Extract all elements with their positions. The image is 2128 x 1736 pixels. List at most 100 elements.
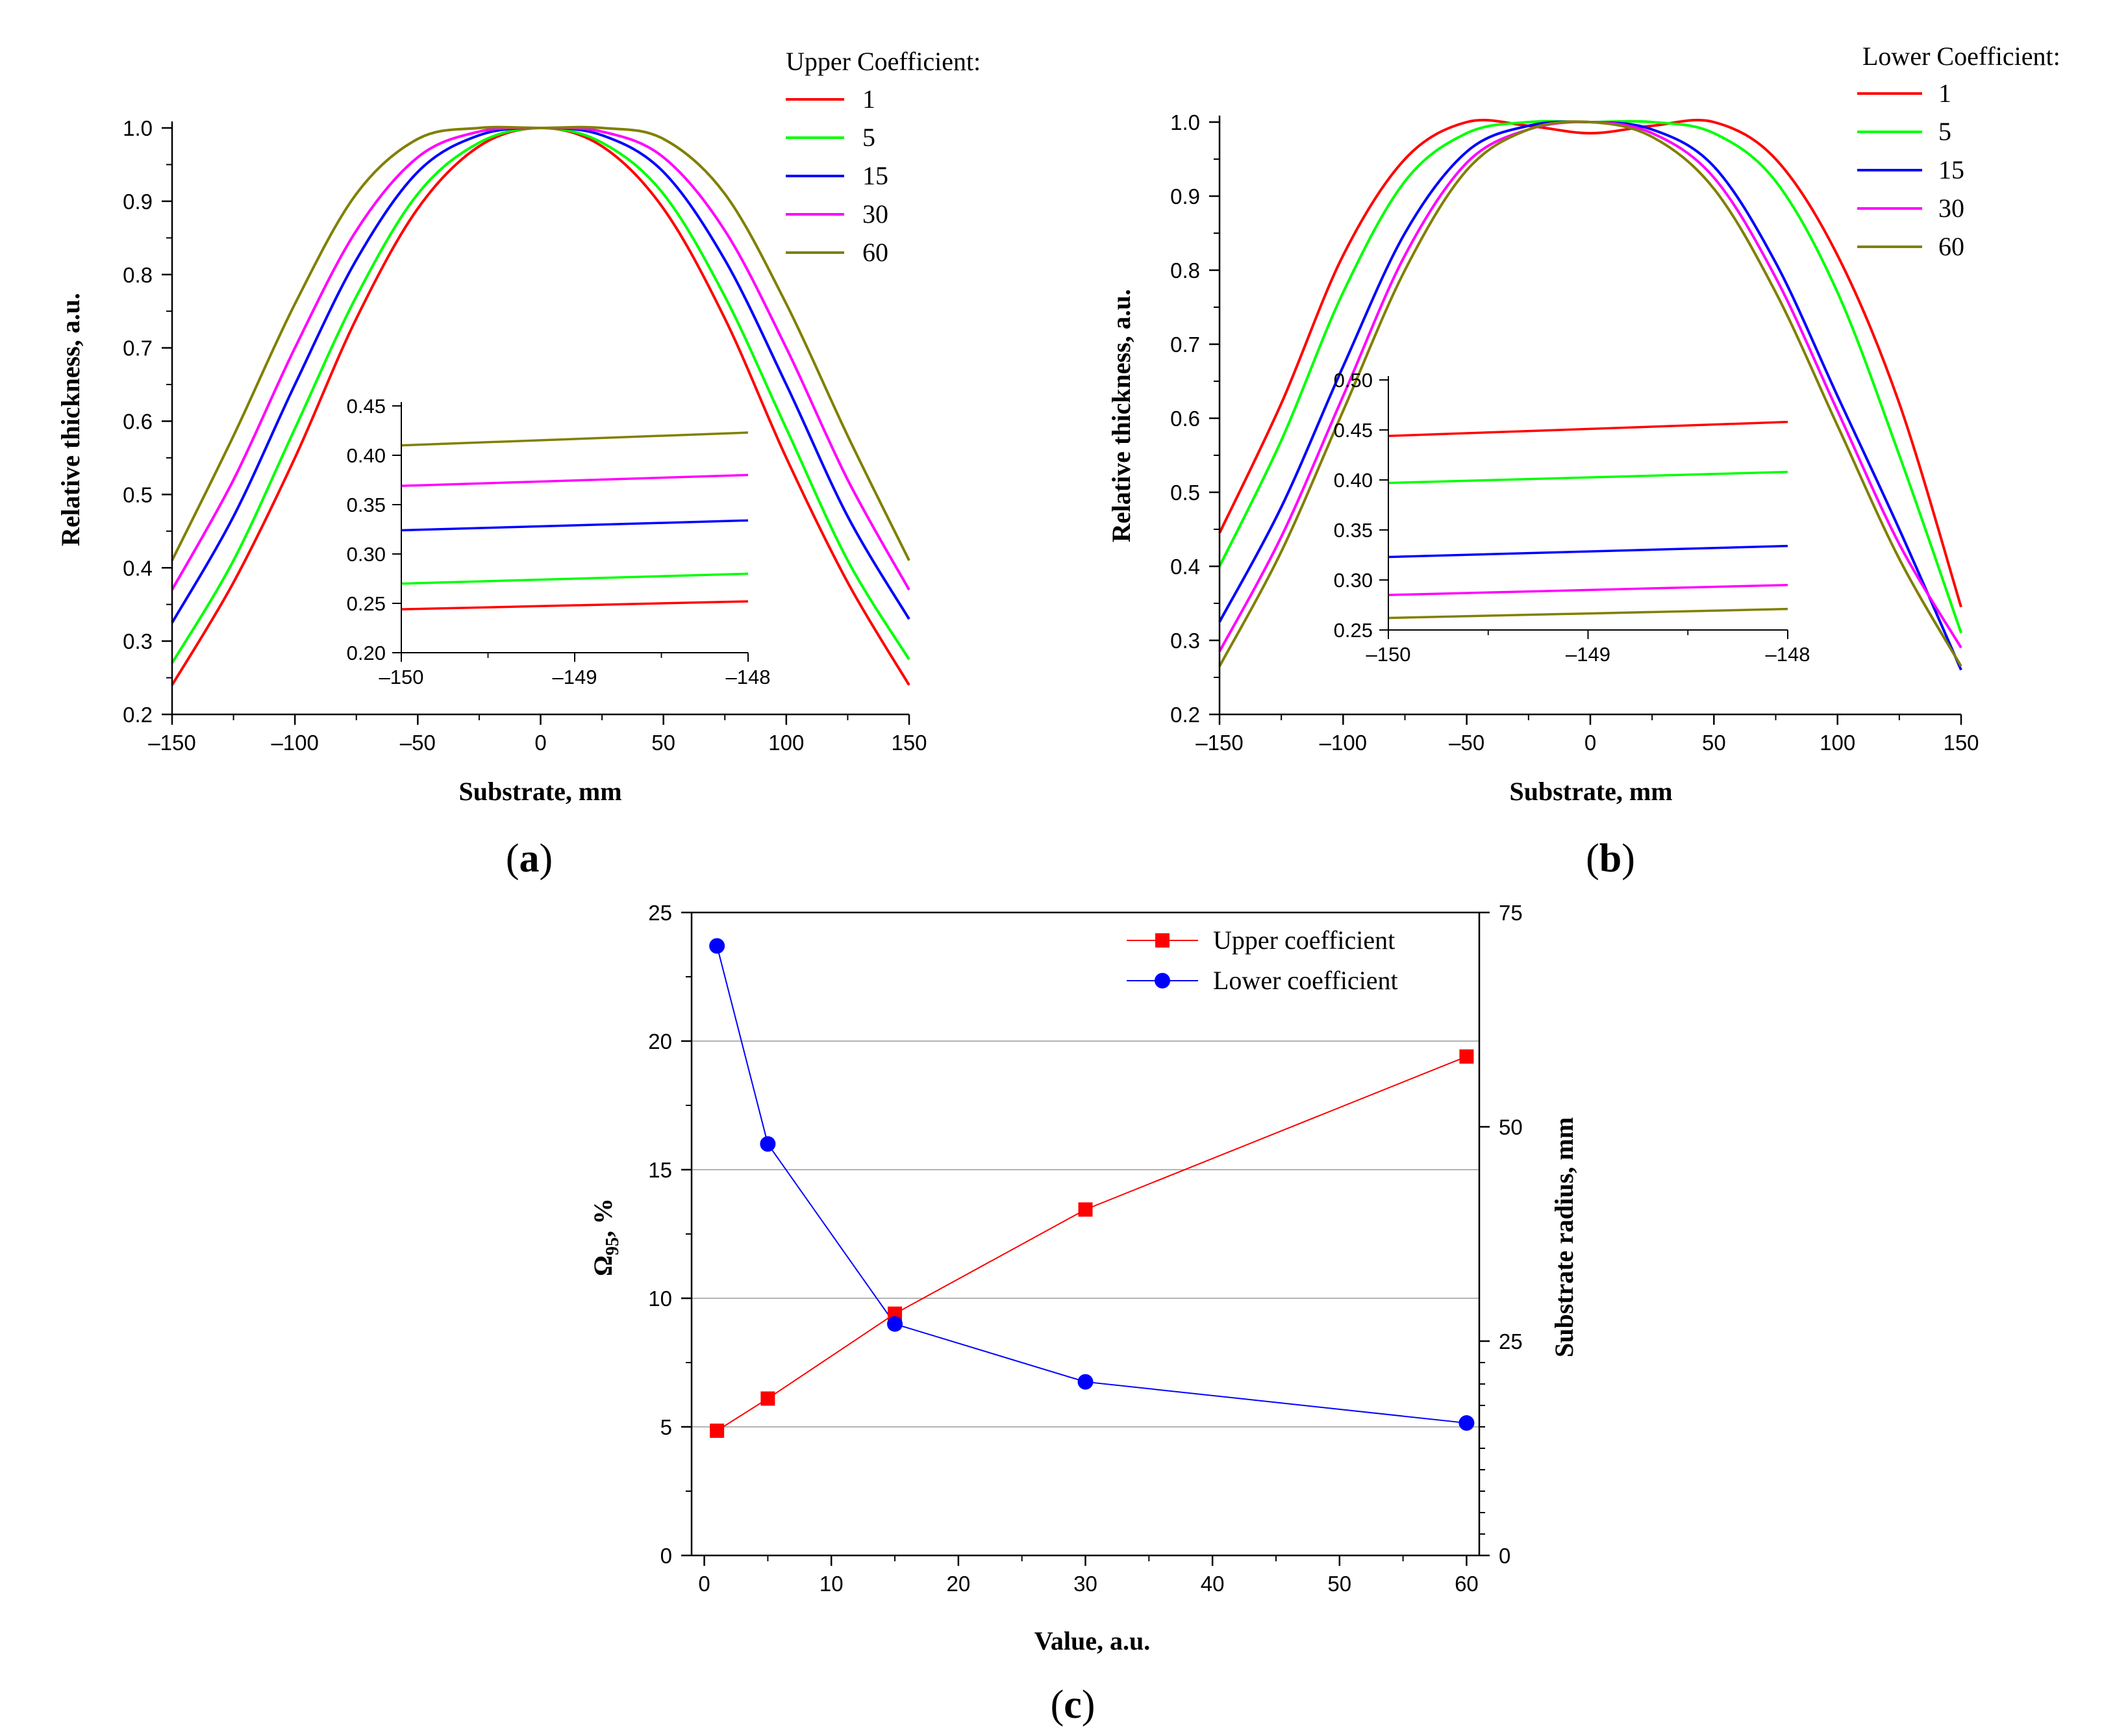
- panel-b-inset-background: [1388, 376, 1788, 630]
- panel-a-y-tick-label: 0.9: [123, 190, 153, 214]
- panel-a-x-tick-label: 150: [891, 731, 927, 755]
- panel-b-chart: –150 –100 –50 0 50 100 150 0.2 0.3 0.4 0.5 0.6 0.7 0.…: [1107, 42, 2060, 881]
- panel-c-x-tick-label: 60: [1455, 1572, 1479, 1596]
- panel-a-x-tick-label: –100: [271, 731, 318, 755]
- panel-c-label-letter: c: [1064, 1683, 1082, 1727]
- panel-b-legend-label-5: 5: [1938, 117, 1951, 146]
- panel-a-y-tick-label: 0.3: [123, 629, 153, 653]
- panel-a-legend-label-60: 60: [862, 238, 888, 267]
- panel-b-x-tick-label: 100: [1820, 731, 1855, 755]
- panel-b-legend-title: Lower Coefficient:: [1862, 42, 2060, 71]
- panel-b-legend-label-1: 1: [1938, 79, 1951, 108]
- panel-b-y-tick-label: 0.5: [1170, 481, 1200, 505]
- panel-b-y-tick-label: 0.9: [1170, 184, 1200, 208]
- panel-b-y-tick-label: 0.7: [1170, 333, 1200, 357]
- panel-b-inset-series-5-line: [1388, 470, 1788, 484]
- panel-b-y-tick-label: 0.8: [1170, 258, 1200, 283]
- panel-b-series-60-line: [1218, 120, 1962, 667]
- panel-c-y-tick-label: 20: [648, 1029, 672, 1053]
- panel-a-inset-y-tick-label: 0.25: [347, 592, 386, 615]
- panel-c-x-tick-label: 0: [698, 1572, 710, 1596]
- panel-c-x-tick-label: 20: [946, 1572, 970, 1596]
- panel-c-x-tick-label: 40: [1201, 1572, 1225, 1596]
- panel-a-legend-label-15: 15: [862, 161, 888, 190]
- panel-b-inset-y-tick-label: 0.50: [1334, 369, 1373, 392]
- panel-a-inset-y-tick-label: 0.40: [347, 444, 386, 467]
- panel-c-lower-marker: [887, 1316, 903, 1332]
- panel-c-y2-tick-label: 50: [1499, 1115, 1523, 1139]
- panel-c-x-tick-label: 10: [820, 1572, 844, 1596]
- panel-a-x-tick-label: –150: [148, 731, 195, 755]
- panel-a-inset-y-tick-label: 0.45: [347, 395, 386, 418]
- panel-c-y-tick-label: 0: [660, 1544, 672, 1568]
- panel-a-inset: –150 –149 –148 0.20 0.25 0.30 0.35 0.40 0.45: [347, 395, 771, 688]
- panel-c-label: (c): [1051, 1683, 1095, 1727]
- panel-b-x-tick-label: 50: [1702, 731, 1726, 755]
- panel-b-inset-y-tick-label: 0.25: [1334, 619, 1373, 642]
- panel-a-chart: –150 –100 –50 0 50 100 150 0.2 0.3 0.4 0.5 0.6 0.7 0.…: [56, 47, 981, 881]
- panel-b-label-letter: b: [1599, 837, 1621, 881]
- panel-b-inset-y-tick-label: 0.40: [1334, 469, 1373, 492]
- panel-c-y-axis-title-unit: , %: [588, 1198, 618, 1237]
- panel-c-x-axis-title: Value, a.u.: [1034, 1626, 1151, 1655]
- panel-c-y-tick-label: 25: [648, 901, 672, 925]
- panel-a-series-60-line: [171, 125, 910, 561]
- panel-c-upper-marker: [760, 1391, 775, 1406]
- panel-b-inset: –150 –149 –148 0.25 0.30 0.35 0.40 0.45 0.50: [1334, 369, 1810, 666]
- panel-b-legend-label-60: 60: [1938, 232, 1964, 261]
- panel-b-x-tick-label: –150: [1195, 731, 1243, 755]
- panel-a-legend-title: Upper Coefficient:: [786, 47, 981, 76]
- panel-c-legend-label-upper: Upper coefficient: [1213, 925, 1395, 955]
- panel-b-inset-y-tick-label: 0.35: [1334, 519, 1373, 542]
- panel-b-inset-y-tick-label: 0.30: [1334, 569, 1373, 592]
- panel-c-legend-label-lower: Lower coefficient: [1213, 966, 1398, 995]
- panel-a-inset-series-1-line: [401, 600, 749, 610]
- panel-a-x-tick-label: 0: [534, 731, 546, 755]
- panel-b-y-tick-label: 1.0: [1170, 110, 1200, 134]
- panel-a-y-axis-title: Relative thickness, a.u.: [56, 293, 85, 546]
- panel-b-y-tick-label: 0.4: [1170, 555, 1200, 579]
- panel-a-inset-y-tick-label: 0.35: [347, 494, 386, 516]
- panel-a-inset-x-tick-label: –149: [553, 666, 597, 688]
- panel-a-inset-x-tick-label: –150: [379, 666, 424, 688]
- panel-c-legend-marker-upper: [1155, 933, 1170, 948]
- panel-b-inset-series-30-line: [1388, 583, 1788, 596]
- panel-a-legend-label-1: 1: [862, 84, 875, 114]
- panel-c-upper-marker: [710, 1423, 725, 1438]
- panel-c-chart: 0 10 20 30 40 50 60 0 5 10 15 20 25 0 25 50 75 Value, a.…: [588, 901, 1579, 1727]
- panel-a-y-tick-label: 0.7: [123, 336, 153, 360]
- panel-a-inset-series-60-line: [401, 431, 749, 447]
- panel-a-legend-label-30: 30: [862, 199, 888, 229]
- panel-c-lower-marker: [760, 1136, 776, 1152]
- panel-c-lower-marker: [1458, 1415, 1475, 1431]
- panel-a-y-tick-label: 1.0: [123, 116, 153, 140]
- panel-a-inset-y-tick-label: 0.20: [347, 642, 386, 664]
- panel-b-inset-x-tick-label: –149: [1566, 643, 1610, 666]
- panel-b-inset-x-tick-label: –150: [1366, 643, 1411, 666]
- panel-b-y-axis-title: Relative thickness, a.u.: [1107, 289, 1136, 542]
- panel-c-y2-tick-label: 25: [1499, 1329, 1523, 1353]
- panel-a-label-letter: a: [519, 837, 540, 881]
- panel-a-x-tick-label: 50: [651, 731, 675, 755]
- panel-c-y-tick-label: 10: [648, 1287, 672, 1311]
- panel-b-x-tick-label: 150: [1943, 731, 1979, 755]
- panel-b-inset-series-15-line: [1388, 544, 1788, 559]
- panel-b-label: (b): [1586, 837, 1635, 881]
- panel-b-x-tick-label: 0: [1584, 731, 1596, 755]
- panel-c-y-axis-title-symbol: Ω: [588, 1255, 618, 1276]
- panel-a-x-tick-label: –50: [400, 731, 436, 755]
- panel-a-legend-label-5: 5: [862, 123, 875, 152]
- panel-b-y-tick-label: 0.6: [1170, 407, 1200, 431]
- panel-c-x-tick-label: 50: [1327, 1572, 1351, 1596]
- panel-c-x-tick-label: 30: [1073, 1572, 1097, 1596]
- panel-c-lower-marker: [1077, 1374, 1094, 1390]
- panel-c-y-tick-label: 5: [660, 1415, 672, 1439]
- panel-a-inset-y-tick-label: 0.30: [347, 543, 386, 566]
- panel-a-y-tick-label: 0.8: [123, 263, 153, 287]
- panel-c-y-axis-title: Ω95, %: [588, 1198, 623, 1276]
- panel-c-upper-marker: [1078, 1202, 1093, 1217]
- panel-a-y-tick-label: 0.6: [123, 410, 153, 434]
- panel-b-x-tick-label: –50: [1449, 731, 1484, 755]
